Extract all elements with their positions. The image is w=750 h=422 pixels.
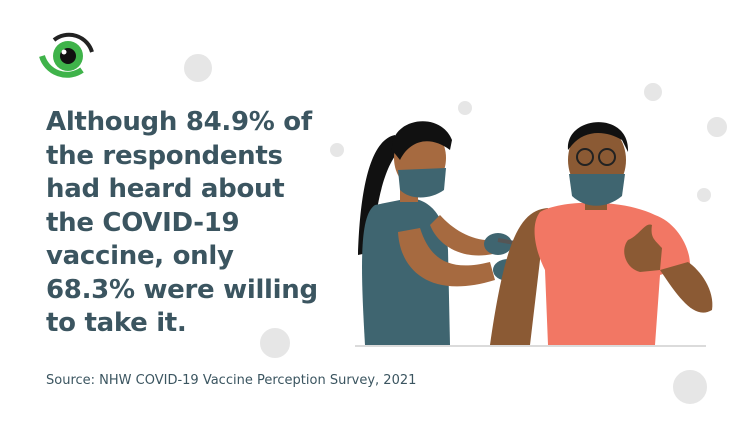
virus [707,117,727,137]
virus [697,188,711,202]
headline-line: to take it. [46,308,187,338]
virus [260,328,290,358]
logo-arc [39,54,84,78]
arm [490,208,548,345]
patient [490,122,713,345]
mask [398,168,446,198]
nurse [358,121,533,345]
virus [644,83,662,101]
hair [391,121,452,160]
headline-line: vaccine, only [46,241,234,271]
virus [184,54,212,82]
scrubs [362,198,450,345]
virus [330,143,344,157]
headline-line: the respondents [46,140,283,171]
logo-glint [61,49,67,55]
glasses [576,148,594,166]
logo-lash [52,32,94,53]
logo [39,32,94,78]
thumbs-up [624,224,662,272]
headline-line: Although 84.9% of [46,107,312,137]
headline-line: had heard about [46,174,285,204]
arm [398,228,495,287]
glasses [598,148,616,166]
glove [484,233,512,255]
headline-line: 68.3% were willing [46,274,318,305]
headline: Although 84.9% of the respondents had hear… [46,106,318,341]
virus-icons [184,54,727,404]
headline-line: the COVID-19 [46,207,240,238]
virus [673,370,707,404]
arm [660,262,713,313]
hair [567,122,629,152]
mask [569,174,625,206]
virus [458,101,472,115]
source: Source: NHW COVID-19 Vaccine Perception … [46,373,417,388]
